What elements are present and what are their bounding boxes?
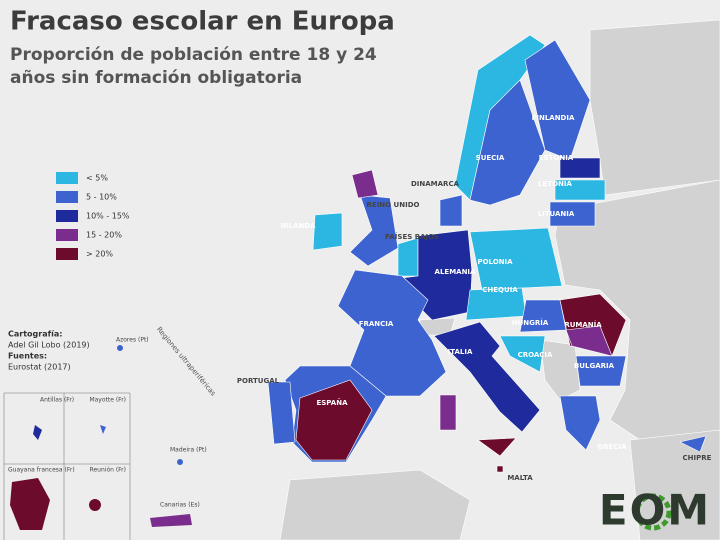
country-label: LITUANIA	[538, 210, 575, 218]
country-label: DINAMARCA	[411, 180, 460, 188]
eastern-land	[554, 179, 720, 441]
country-label: LETONIA	[538, 180, 572, 188]
island-label: Azores (Pt)	[116, 337, 149, 344]
region	[351, 169, 379, 199]
region	[477, 437, 517, 457]
title: Fracaso escolar en Europa	[10, 7, 395, 37]
region	[679, 435, 707, 453]
legend-swatch	[56, 210, 78, 222]
region	[397, 237, 419, 277]
region	[10, 478, 50, 530]
legend-label: 5 - 10%	[86, 193, 117, 202]
logo-text: EOM	[599, 486, 711, 535]
region	[89, 499, 101, 511]
country-label: ITALIA	[448, 348, 473, 356]
region	[349, 194, 399, 267]
country-label: MALTA	[507, 474, 533, 482]
island-label: Madeira (Pt)	[170, 447, 207, 454]
credit-label: Cartografía:	[8, 330, 62, 339]
inset-frames	[3, 392, 131, 540]
region	[554, 179, 606, 201]
legend-label: > 20%	[86, 250, 113, 259]
legend-label: 10% - 15%	[86, 212, 130, 221]
island-label: Canarias (Es)	[160, 502, 200, 509]
country-label: FRANCIA	[359, 320, 394, 328]
country-label: ESTONIA	[539, 154, 574, 162]
region	[549, 201, 596, 227]
country-label: CHIPRE	[683, 454, 712, 462]
africa-land	[279, 469, 471, 540]
subtitle: años sin formación obligatoria	[10, 68, 302, 88]
country-label: CROACIA	[518, 351, 553, 359]
region	[499, 335, 546, 373]
region	[496, 465, 504, 473]
legend-swatch	[56, 229, 78, 241]
country-label: FINLANDIA	[532, 114, 575, 122]
legend-label: < 5%	[86, 174, 108, 183]
country-label: BULGARIA	[574, 362, 615, 370]
country-label: RUMANÍA	[564, 320, 602, 329]
region	[337, 269, 447, 397]
credit: Eurostat (2017)	[8, 363, 71, 372]
country-label: REINO UNIDO	[367, 201, 420, 209]
credit: Adel Gil Lobo (2019)	[8, 341, 90, 350]
subtitle: Proporción de población entre 18 y 24	[10, 45, 377, 65]
region	[519, 299, 567, 333]
logo: EOM	[599, 486, 711, 535]
country-label: CHEQUIA	[482, 286, 518, 294]
inset-label: Antillas (Fr)	[40, 397, 74, 404]
region	[150, 514, 192, 527]
inset-label: Guayana francesa (Fr)	[8, 467, 75, 474]
country-label: IRLANDA	[281, 222, 317, 230]
region	[433, 321, 541, 433]
country-label: ALEMANIA	[435, 268, 477, 276]
country-label: ESPAÑA	[316, 398, 348, 407]
legend-swatch	[56, 172, 78, 184]
region	[575, 355, 627, 387]
country-label: SUECIA	[476, 154, 505, 162]
country-label: PAÍSES BAJOS	[385, 232, 439, 241]
region	[524, 39, 591, 161]
non-eu-land	[279, 19, 720, 540]
country-label: PORTUGAL	[237, 377, 280, 385]
region	[439, 194, 463, 227]
russia-land	[589, 19, 720, 196]
inset-label: Reunión (Fr)	[90, 467, 126, 474]
region	[559, 157, 601, 179]
country-label: POLONIA	[477, 258, 513, 266]
inset-shapes	[10, 345, 192, 530]
region	[267, 381, 296, 445]
legend-swatch	[56, 191, 78, 203]
country-label: GRECIA	[597, 443, 627, 451]
inset-label: Mayotte (Fr)	[89, 397, 126, 404]
regions	[267, 34, 707, 473]
legend-label: 15 - 20%	[86, 231, 122, 240]
region	[559, 395, 601, 451]
region	[177, 459, 183, 465]
credit-label: Fuentes:	[8, 352, 47, 361]
region	[33, 425, 42, 440]
region	[469, 227, 563, 291]
balkans-land	[539, 339, 581, 401]
region	[439, 394, 457, 431]
region	[117, 345, 123, 351]
logo-ring	[634, 493, 672, 531]
country-label: HUNGRÍA	[512, 318, 549, 327]
legend-swatch	[56, 248, 78, 260]
region	[100, 425, 106, 434]
region	[295, 379, 373, 461]
region	[312, 212, 343, 251]
